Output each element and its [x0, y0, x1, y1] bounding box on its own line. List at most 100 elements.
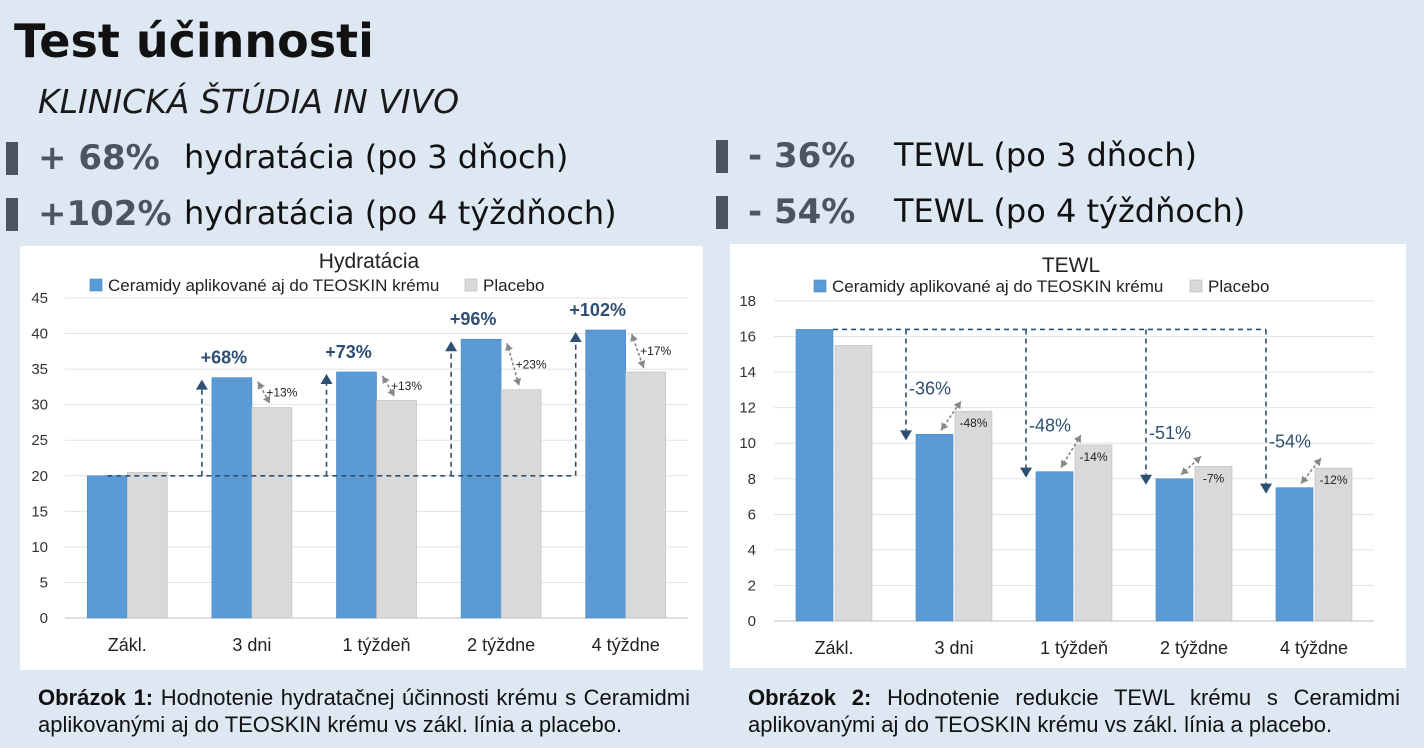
- y-tick-label: 12: [739, 400, 756, 417]
- chart-title: Hydratácia: [319, 250, 420, 273]
- bar-main: [211, 377, 253, 619]
- placebo-diff-arrow-head: [1073, 435, 1081, 444]
- change-label: -54%: [1269, 432, 1311, 452]
- y-tick-label: 18: [739, 293, 756, 310]
- stat-label: TEWL (po 4 týždňoch): [894, 192, 1246, 230]
- bar-main: [1155, 478, 1194, 622]
- x-category-label: Zákl.: [814, 638, 853, 658]
- x-category-label: 1 týždeň: [342, 635, 410, 655]
- caption-label: Obrázok 1:: [38, 685, 154, 710]
- x-category-label: 2 týždne: [467, 635, 535, 655]
- placebo-diff-arrow-head: [630, 334, 638, 342]
- y-tick-label: 25: [31, 432, 48, 449]
- bar-placebo: [1074, 444, 1113, 622]
- placebo-diff-arrow-head: [387, 388, 395, 397]
- legend-swatch-main: [813, 279, 827, 293]
- legend-label-main: Ceramidy aplikované aj do TEOSKIN krému: [832, 277, 1163, 296]
- change-arrow-head: [1020, 467, 1032, 478]
- placebo-diff-arrow-head: [1193, 456, 1201, 465]
- y-tick-label: 10: [31, 539, 48, 556]
- placebo-diff-label: -7%: [1203, 471, 1225, 485]
- bar-placebo: [500, 389, 542, 619]
- placebo-diff-arrow-head: [513, 377, 522, 386]
- bar-main: [1035, 471, 1074, 622]
- y-tick-label: 35: [31, 361, 48, 378]
- stat-marker: [716, 140, 728, 173]
- y-tick-label: 0: [748, 613, 756, 630]
- stat-label: TEWL (po 3 dňoch): [894, 136, 1198, 174]
- stat-label: hydratácia (po 4 týždňoch): [184, 194, 617, 232]
- caption-text: Hodnotenie hydratačnej účinnosti krému s…: [38, 685, 690, 737]
- figure-caption-2: Obrázok 2: Hodnotenie redukcie TEWL krém…: [748, 684, 1400, 738]
- placebo-diff-arrow-head: [382, 375, 390, 385]
- legend-swatch-main: [89, 278, 103, 292]
- change-label: +68%: [201, 348, 248, 368]
- change-label: -51%: [1149, 423, 1191, 443]
- y-tick-label: 6: [748, 506, 756, 523]
- y-tick-label: 20: [31, 468, 48, 485]
- change-label: -48%: [1029, 416, 1071, 436]
- bar-main: [336, 371, 377, 619]
- page-title: Test účinnosti: [14, 14, 374, 68]
- change-arrow-head: [1140, 474, 1152, 485]
- bar-main: [795, 329, 834, 622]
- bar-main: [915, 434, 954, 622]
- stat-marker: [6, 198, 18, 231]
- bar-placebo: [625, 371, 667, 619]
- placebo-diff-label: +17%: [640, 344, 671, 358]
- stat-marker: [6, 142, 18, 175]
- placebo-diff-arrow-head: [1313, 458, 1321, 467]
- caption-text: Hodnotenie redukcie TEWL krému s Ceramid…: [748, 685, 1401, 737]
- placebo-diff-label: +13%: [266, 386, 297, 400]
- bar-placebo: [127, 471, 168, 619]
- placebo-diff-label: -48%: [959, 416, 987, 430]
- y-tick-label: 2: [748, 577, 756, 594]
- page-subtitle: KLINICKÁ ŠTÚDIA IN VIVO: [38, 82, 460, 121]
- x-category-label: 4 týždne: [1280, 638, 1348, 658]
- bar-placebo: [1194, 466, 1233, 622]
- y-tick-label: 40: [31, 326, 48, 343]
- legend-swatch-placebo: [464, 278, 478, 292]
- bar-placebo: [1314, 467, 1353, 622]
- placebo-diff-arrow-line: [506, 343, 520, 386]
- placebo-diff-arrow-head: [1301, 475, 1309, 484]
- y-tick-label: 30: [31, 397, 48, 414]
- bar-main: [1275, 487, 1314, 622]
- hydration-chart-panel: Hydratácia Ceramidy aplikované aj do TEOS…: [20, 246, 703, 670]
- figure-caption-1: Obrázok 1: Hodnotenie hydratačnej účinno…: [38, 684, 690, 738]
- change-arrow-head: [445, 341, 458, 352]
- caption-label: Obrázok 2:: [748, 685, 872, 710]
- stat-value: - 54%: [748, 192, 856, 232]
- legend-swatch-placebo: [1189, 279, 1203, 293]
- x-category-label: Zákl.: [108, 635, 147, 655]
- change-arrow-head: [320, 373, 333, 384]
- change-arrow-head: [900, 430, 912, 441]
- change-label: +102%: [569, 300, 626, 320]
- stat-value: +102%: [38, 194, 172, 234]
- bar-placebo: [954, 410, 993, 622]
- placebo-diff-arrow-head: [257, 381, 265, 390]
- placebo-diff-arrow-head: [941, 422, 949, 431]
- bar-placebo: [376, 400, 417, 619]
- placebo-diff-arrow-head: [505, 343, 513, 352]
- bar-main: [585, 329, 627, 619]
- placebo-diff-arrow-head: [637, 360, 646, 368]
- x-category-label: 3 dni: [934, 638, 973, 658]
- legend-label-placebo: Placebo: [1208, 277, 1269, 296]
- x-category-label: 2 týždne: [1160, 638, 1228, 658]
- x-category-label: 4 týždne: [592, 635, 660, 655]
- y-tick-label: 4: [748, 542, 756, 559]
- hydration-chart: Hydratácia Ceramidy aplikované aj do TEOS…: [31, 250, 688, 655]
- bar-placebo: [251, 407, 293, 619]
- x-category-label: 1 týždeň: [1040, 638, 1108, 658]
- change-arrow-head: [195, 379, 208, 390]
- legend-label-placebo: Placebo: [483, 276, 544, 295]
- y-tick-label: 16: [739, 329, 756, 346]
- change-arrow-head: [569, 332, 582, 342]
- placebo-diff-arrow-head: [1181, 467, 1189, 475]
- change-label: +96%: [450, 309, 497, 329]
- y-tick-label: 5: [40, 574, 48, 591]
- y-tick-label: 8: [748, 471, 756, 488]
- x-category-label: 3 dni: [232, 635, 271, 655]
